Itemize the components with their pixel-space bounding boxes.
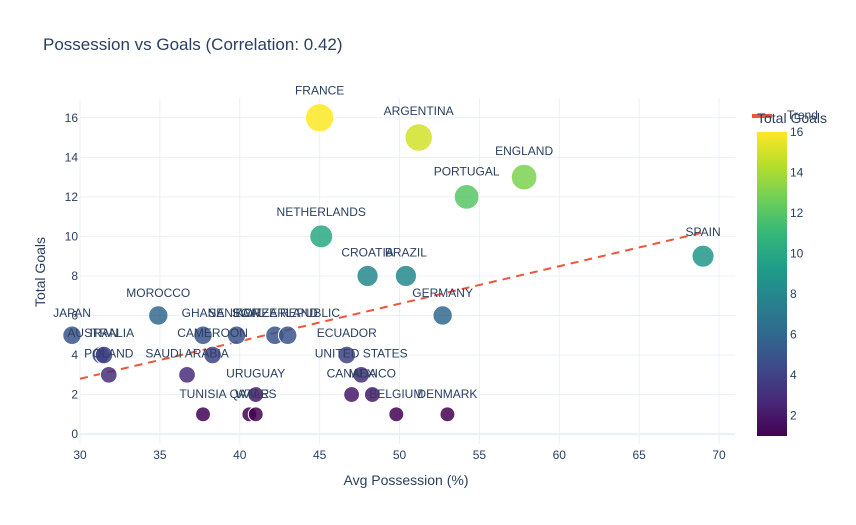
y-axis-ticks: 0 2 4 6 8 10 12 14 16 bbox=[65, 111, 79, 441]
x-axis-ticks: 30 35 40 45 50 55 60 65 70 bbox=[73, 448, 726, 462]
x-tick-label: 35 bbox=[153, 448, 167, 462]
data-point[interactable] bbox=[453, 183, 480, 210]
point-label: WALES bbox=[235, 387, 277, 401]
x-tick-label: 30 bbox=[73, 448, 87, 462]
colorbar-gradient bbox=[757, 132, 787, 436]
colorbar-ticks: 2 4 6 8 10 12 14 16 bbox=[790, 125, 804, 423]
point-label: CROATIA bbox=[341, 245, 393, 259]
colorbar-tick-label: 16 bbox=[790, 125, 804, 139]
y-tick-label: 6 bbox=[71, 308, 78, 322]
data-point[interactable] bbox=[148, 305, 169, 326]
point-label: FRANCE bbox=[295, 84, 344, 98]
x-tick-label: 50 bbox=[393, 448, 407, 462]
point-label: SENEGAL bbox=[208, 306, 265, 320]
data-point[interactable] bbox=[352, 365, 371, 384]
colorbar-tick-label: 4 bbox=[790, 368, 797, 382]
point-label: MEXICO bbox=[349, 367, 396, 381]
data-point[interactable] bbox=[247, 386, 265, 403]
x-tick-label: 60 bbox=[553, 448, 567, 462]
y-tick-label: 10 bbox=[65, 229, 79, 243]
x-tick-label: 45 bbox=[313, 448, 327, 462]
data-point[interactable] bbox=[203, 345, 222, 365]
y-tick-label: 2 bbox=[71, 388, 78, 402]
bubble-layer bbox=[62, 103, 715, 423]
colorbar-tick-label: 6 bbox=[790, 328, 797, 342]
data-point[interactable] bbox=[178, 365, 196, 384]
data-point[interactable] bbox=[99, 365, 118, 384]
colorbar-title: Total Goals bbox=[757, 110, 827, 126]
point-label: CAMEROON bbox=[177, 326, 248, 340]
data-point[interactable] bbox=[432, 305, 453, 326]
data-point[interactable] bbox=[226, 325, 247, 346]
point-label: UNITED STATES bbox=[315, 346, 408, 360]
point-label: BRAZIL bbox=[385, 245, 427, 259]
trendline-layer bbox=[79, 231, 704, 380]
point-label: GHANA bbox=[182, 306, 225, 320]
data-point[interactable] bbox=[309, 224, 334, 249]
data-point[interactable] bbox=[388, 406, 405, 423]
data-point[interactable] bbox=[510, 163, 538, 191]
colorbar: Total Goals 2 4 6 8 10 12 14 16 bbox=[757, 110, 827, 436]
point-label: ECUADOR bbox=[317, 326, 377, 340]
x-tick-label: 70 bbox=[712, 448, 726, 462]
point-label: URUGUAY bbox=[226, 367, 285, 381]
colorbar-tick-label: 8 bbox=[790, 287, 797, 301]
data-point[interactable] bbox=[94, 345, 114, 365]
data-point[interactable] bbox=[62, 325, 82, 346]
point-label: ARGENTINA bbox=[384, 104, 454, 118]
colorbar-tick-label: 10 bbox=[790, 247, 804, 261]
data-point[interactable] bbox=[247, 406, 264, 423]
y-axis-title: Total Goals bbox=[32, 237, 48, 307]
y-tick-label: 12 bbox=[65, 190, 79, 204]
point-label: SWITZERLAND bbox=[232, 306, 318, 320]
data-point[interactable] bbox=[277, 325, 298, 346]
x-tick-label: 65 bbox=[632, 448, 646, 462]
colorbar-tick-label: 14 bbox=[790, 166, 804, 180]
x-tick-label: 40 bbox=[233, 448, 247, 462]
x-tick-label: 55 bbox=[473, 448, 487, 462]
data-point[interactable] bbox=[439, 406, 456, 423]
data-point[interactable] bbox=[363, 386, 381, 403]
data-point[interactable] bbox=[193, 325, 213, 346]
point-label: TUNISIA bbox=[179, 387, 226, 401]
colorbar-tick-label: 12 bbox=[790, 206, 804, 220]
point-label: KOREA REPUBLIC bbox=[235, 306, 340, 320]
data-point[interactable] bbox=[343, 386, 360, 403]
y-tick-label: 8 bbox=[71, 269, 78, 283]
point-label: ENGLAND bbox=[495, 144, 553, 158]
legend-trend-label: Trend bbox=[787, 108, 818, 122]
colorbar-tick-label: 2 bbox=[790, 409, 797, 423]
point-label: QATAR bbox=[230, 387, 270, 401]
data-point[interactable] bbox=[337, 345, 357, 365]
point-label: JAPAN bbox=[53, 306, 91, 320]
point-label-layer: FRANCE ARGENTINA ENGLAND PORTUGAL NETHERLAND… bbox=[53, 84, 720, 401]
y-tick-label: 0 bbox=[71, 427, 78, 441]
data-point[interactable] bbox=[356, 264, 379, 288]
y-tick-label: 14 bbox=[65, 150, 79, 164]
y-tick-label: 16 bbox=[65, 111, 79, 125]
chart-title: Possession vs Goals (Correlation: 0.42) bbox=[43, 35, 343, 54]
point-label: DENMARK bbox=[417, 387, 477, 401]
point-label: AUSTRALIA bbox=[67, 326, 134, 340]
point-label: POLAND bbox=[84, 346, 134, 360]
point-label: PORTUGAL bbox=[434, 164, 500, 178]
point-label: NETHERLANDS bbox=[277, 205, 366, 219]
y-tick-label: 4 bbox=[71, 348, 78, 362]
point-label: IRAN bbox=[90, 326, 119, 340]
data-point[interactable] bbox=[404, 123, 433, 152]
data-point[interactable] bbox=[304, 103, 335, 133]
point-label: BELGIUM bbox=[369, 387, 423, 401]
data-point[interactable] bbox=[691, 244, 715, 268]
point-label: SPAIN bbox=[685, 225, 720, 239]
data-point[interactable] bbox=[195, 406, 211, 423]
data-point[interactable] bbox=[394, 264, 418, 288]
point-label: CANADA bbox=[327, 367, 377, 381]
x-axis-title: Avg Possession (%) bbox=[343, 472, 468, 488]
point-label: SAUDI ARABIA bbox=[145, 346, 228, 360]
trendline bbox=[79, 231, 704, 380]
legend[interactable]: Trend bbox=[752, 108, 818, 122]
point-label: GERMANY bbox=[412, 286, 473, 300]
point-label: MOROCCO bbox=[126, 286, 190, 300]
